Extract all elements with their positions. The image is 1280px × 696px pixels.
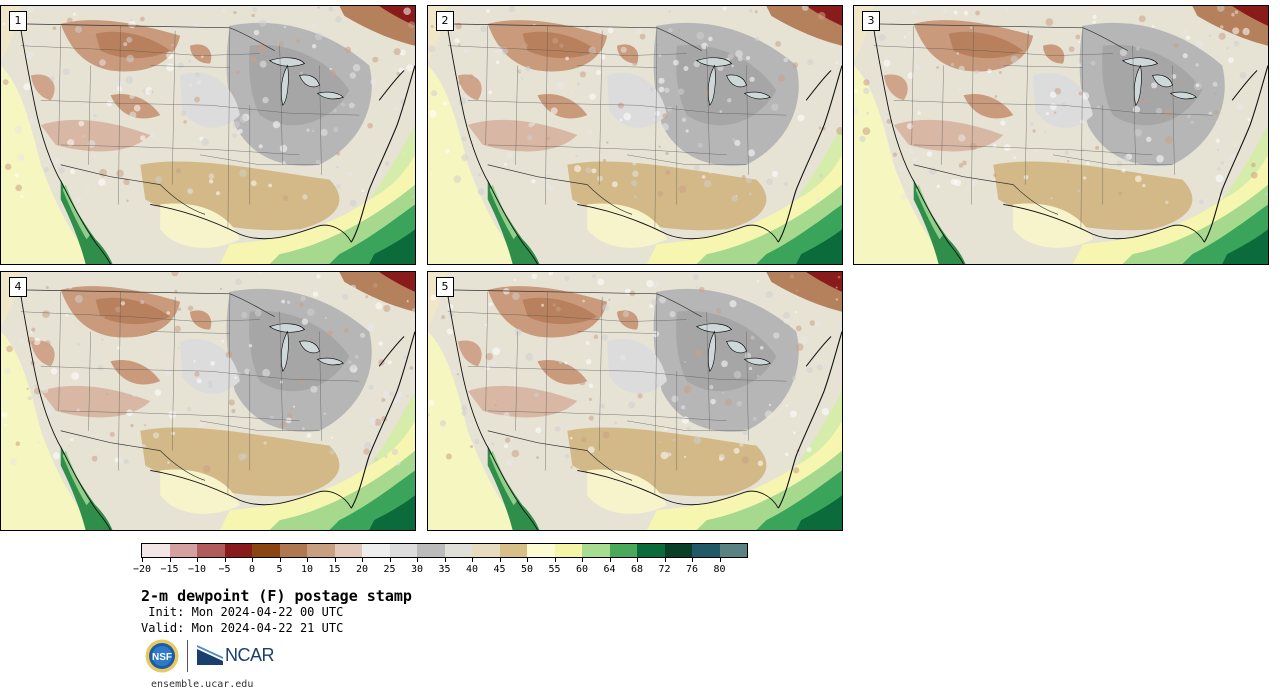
colorbar-tick-label: 68 <box>630 564 644 575</box>
colorbar-tick-label: 55 <box>548 564 561 575</box>
colorbar-tick <box>582 558 583 562</box>
website-url[interactable]: ensemble.ucar.edu <box>151 679 254 690</box>
colorbar-ticks: −20 −15 −10 −5 0 5 10 15 20 25 30 35 40 45 50 55 60 64 68 7… <box>133 558 761 578</box>
colorbar-swatch <box>224 544 252 557</box>
panel-number-label: 3 <box>862 11 880 31</box>
colorbar-swatch <box>197 544 225 557</box>
nsf-logo-text: NSF <box>152 652 172 663</box>
panel-number-label: 5 <box>436 277 454 297</box>
colorbar-tick-label: 0 <box>248 564 256 575</box>
colorbar-tick <box>142 558 143 562</box>
colorbar-swatch <box>554 544 582 557</box>
colorbar-swatch <box>472 544 500 557</box>
colorbar-swatch <box>169 544 197 557</box>
colorbar-tick <box>719 558 721 562</box>
colorbar-tick-label: −10 <box>187 564 207 575</box>
colorbar-tick <box>224 558 226 562</box>
colorbar-tick <box>334 558 336 562</box>
colorbar-tick <box>472 558 473 562</box>
map-panel-1[interactable]: 1 <box>0 5 416 265</box>
colorbar-swatch <box>719 544 747 557</box>
colorbar-swatch <box>692 544 720 557</box>
colorbar-tick-label: −15 <box>160 564 179 575</box>
colorbar-tick <box>444 558 446 562</box>
colorbar-swatch <box>582 544 610 557</box>
colorbar-swatch <box>609 544 637 557</box>
nsf-logo: NSF <box>145 639 179 673</box>
colorbar-tick-label: 60 <box>575 564 589 575</box>
colorbar-swatch <box>664 544 692 557</box>
colorbar-tick-label: 35 <box>438 564 451 575</box>
colorbar-tick <box>169 558 171 562</box>
ncar-logo: NCAR <box>197 644 275 666</box>
panel-number-label: 4 <box>9 277 27 297</box>
colorbar-swatch <box>307 544 335 557</box>
colorbar-swatch <box>389 544 417 557</box>
colorbar-tick <box>252 558 253 562</box>
colorbar-tick-label: 80 <box>713 564 726 575</box>
colorbar-swatch <box>527 544 555 557</box>
colorbar-tick <box>499 558 501 562</box>
panel-number-label: 1 <box>9 11 27 31</box>
colorbar-tick-label: 30 <box>410 564 424 575</box>
ncar-mountain-icon <box>197 645 223 665</box>
colorbar-swatch <box>444 544 472 557</box>
colorbar-tick <box>692 558 693 562</box>
map-panel-3[interactable]: 3 <box>853 5 1269 265</box>
colorbar-tick-label: −5 <box>218 564 231 575</box>
colorbar-tick <box>279 558 281 562</box>
colorbar-tick-label: 64 <box>603 564 616 575</box>
colorbar-tick-label: 10 <box>300 564 314 575</box>
colorbar-swatch <box>499 544 527 557</box>
colorbar-tick <box>554 558 556 562</box>
init-time: Init: Mon 2024-04-22 00 UTC <box>141 605 344 619</box>
colorbar-tick <box>362 558 363 562</box>
colorbar-tick-label: −20 <box>132 564 152 575</box>
colorbar-swatch <box>362 544 390 557</box>
colorbar-swatch <box>142 544 170 557</box>
colorbar-tick <box>307 558 308 562</box>
dewpoint-map <box>854 6 1268 264</box>
colorbar-tick-label: 40 <box>465 564 479 575</box>
colorbar-swatch <box>417 544 445 557</box>
dewpoint-map <box>428 6 842 264</box>
colorbar-tick-label: 15 <box>328 564 341 575</box>
map-panel-2[interactable]: 2 <box>427 5 843 265</box>
colorbar-tick <box>637 558 638 562</box>
colorbar-tick <box>527 558 528 562</box>
colorbar-tick-label: 5 <box>276 564 283 575</box>
chart-title: 2-m dewpoint (F) postage stamp <box>141 587 412 605</box>
colorbar-tick <box>609 558 611 562</box>
dewpoint-map <box>1 6 415 264</box>
colorbar-swatch <box>637 544 665 557</box>
colorbar-tick-label: 20 <box>355 564 369 575</box>
colorbar-tick <box>664 558 666 562</box>
colorbar-swatch <box>252 544 280 557</box>
ncar-logo-text: NCAR <box>225 644 275 665</box>
colorbar-tick <box>197 558 198 562</box>
colorbar-tick <box>389 558 391 562</box>
colorbar-swatch <box>279 544 307 557</box>
valid-time: Valid: Mon 2024-04-22 21 UTC <box>141 621 344 635</box>
colorbar-tick-label: 50 <box>520 564 534 575</box>
dewpoint-map <box>1 272 415 530</box>
map-panel-4[interactable]: 4 <box>0 271 416 531</box>
colorbar-tick-label: 72 <box>658 564 671 575</box>
colorbar-tick <box>417 558 418 562</box>
panel-number-label: 2 <box>436 11 454 31</box>
dewpoint-colorbar <box>141 543 748 558</box>
colorbar-swatch <box>334 544 362 557</box>
colorbar-tick-label: 76 <box>685 564 699 575</box>
colorbar-tick-label: 45 <box>493 564 506 575</box>
dewpoint-map <box>428 272 842 530</box>
colorbar-tick-label: 25 <box>383 564 396 575</box>
map-panel-5[interactable]: 5 <box>427 271 843 531</box>
logo-divider <box>187 640 188 672</box>
